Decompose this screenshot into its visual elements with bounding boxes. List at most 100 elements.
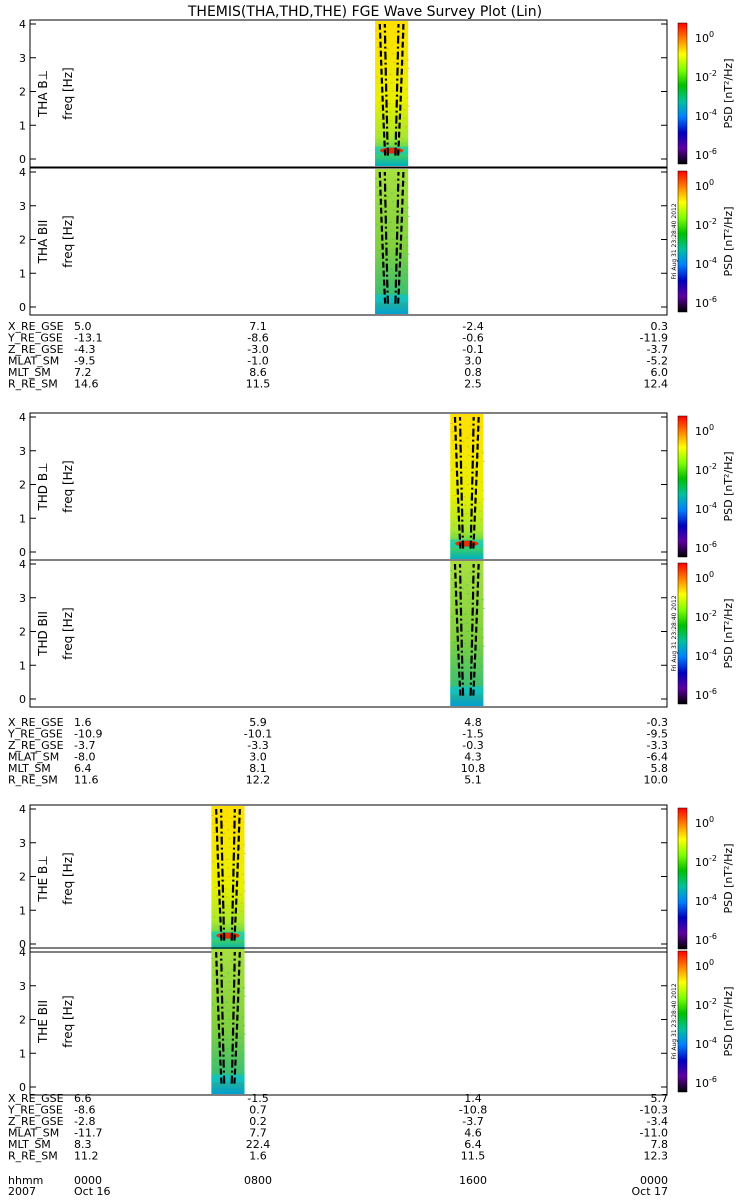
spectrogram-speckle (240, 1045, 243, 1047)
spectrogram-speckle (460, 432, 463, 434)
spectrogram-speckle (463, 681, 466, 682)
ephemeris-row-label: Y_RE_GSE (7, 332, 63, 345)
spectrogram-speckle (211, 815, 214, 816)
ephemeris-row-label: Z_RE_GSE (8, 343, 64, 356)
spectrogram-speckle (450, 469, 453, 471)
spectrogram-speckle (227, 867, 229, 869)
ephemeris-row-label: R_RE_SM (8, 378, 58, 391)
spectrogram-speckle (464, 466, 467, 468)
spectrogram-speckle (390, 120, 393, 122)
spectrogram-speckle (387, 94, 390, 96)
spectrogram-speckle (399, 37, 402, 39)
ephemeris-value: 8.6 (249, 366, 267, 379)
spectrogram-speckle (214, 840, 217, 842)
spectrogram-speckle (407, 105, 410, 107)
time-axis-label: 1600 (459, 1174, 487, 1187)
spectrogram-speckle (453, 679, 456, 681)
panel-label: THA BII (36, 220, 50, 265)
spectrogram-speckle (450, 570, 453, 571)
ephemeris-value: 6.4 (464, 1138, 482, 1151)
y-tick-label: 0 (19, 693, 26, 706)
spectrogram-speckle (474, 430, 477, 432)
spectrogram-speckle (479, 657, 482, 659)
spectrogram-speckle (244, 852, 247, 854)
spectrogram-speckle (461, 516, 464, 518)
spectrogram-speckle (395, 125, 398, 127)
spectrogram-speckle (477, 678, 480, 680)
panel-frame (29, 167, 668, 316)
colorbar-tick-label: 10-6 (695, 540, 717, 555)
spectrogram-speckle (458, 453, 461, 455)
colorbar-tick-label: 10-6 (695, 147, 717, 162)
spectrogram-speckle (398, 261, 401, 262)
colorbar-label: PSD [nT²/Hz] (722, 986, 735, 1056)
ephemeris-value: 10.8 (461, 762, 486, 775)
spectrogram-speckle (224, 888, 227, 890)
spectrogram-speckle (392, 53, 394, 55)
spectrogram-speckle (222, 824, 224, 826)
spectrogram-speckle (464, 651, 467, 653)
spectrogram-speckle (468, 601, 471, 603)
spectrogram-speckle (218, 980, 221, 981)
spectrogram-speckle (401, 138, 404, 140)
spectrogram-speckle (405, 274, 408, 276)
spectrogram-speckle (386, 123, 388, 125)
spectrogram-speckle (375, 30, 377, 31)
colorbar-tick-label: 100 (695, 570, 714, 585)
spectrogram-speckle (460, 579, 463, 581)
ephemeris-row-label: Y_RE_GSE (7, 1104, 63, 1117)
spectrogram-speckle (470, 518, 473, 520)
panel-label: THE B⊥ (36, 855, 50, 902)
characteristic-frequency-curve (233, 951, 241, 1084)
spectrogram-speckle (227, 972, 230, 974)
spectrogram-speckle (240, 902, 243, 904)
characteristic-frequency-curve (215, 951, 223, 1084)
spectrogram-speckle (222, 967, 224, 969)
ephemeris-value: -2.8 (74, 1115, 95, 1128)
spectrogram-speckle (242, 1025, 245, 1027)
ephemeris-value: 10.0 (644, 774, 669, 787)
spectrogram-speckle (243, 844, 246, 846)
spectrogram-panel-thd-b-: 100 10-2 10-4 10-6 PSD [nT²/Hz] (29, 412, 735, 561)
ephemeris-value: 11.5 (246, 378, 271, 391)
spectrogram-speckle (243, 1033, 246, 1035)
spectrogram-speckle (450, 423, 453, 424)
spectrogram-speckle (405, 236, 408, 238)
spectrogram-speckle (405, 126, 408, 128)
spectrogram-speckle (235, 965, 238, 967)
low-freq-band (450, 686, 484, 695)
spectrogram-speckle (461, 663, 464, 665)
spectrogram-speckle (451, 431, 454, 433)
characteristic-frequency-curve (472, 416, 480, 549)
spectrogram-speckle (464, 504, 467, 506)
colorbar-tick-label: 100 (695, 815, 714, 830)
spectrogram-speckle (223, 1022, 226, 1024)
spectrogram-speckle (391, 239, 394, 240)
ephemeris-value: -3.7 (462, 1115, 483, 1128)
characteristic-frequency-curve (215, 808, 223, 941)
spectrogram-speckle (481, 637, 484, 639)
spectrogram-speckle (470, 434, 473, 435)
spectrogram-speckle (475, 476, 478, 478)
spectrogram-speckle (388, 251, 391, 253)
spectrogram-speckle (213, 916, 216, 918)
colorbar-tick-label: 100 (695, 178, 714, 193)
ephemeris-value: -8.6 (74, 1104, 95, 1117)
characteristic-frequency-curve (397, 23, 405, 156)
y-tick-label: 3 (19, 445, 26, 458)
spectrogram-speckle (214, 924, 217, 926)
spectrogram-speckle (378, 55, 380, 57)
low-freq-band (211, 1074, 245, 1083)
spectrogram-speckle (399, 185, 402, 187)
spectrogram-speckle (378, 287, 381, 289)
spectrogram-speckle (229, 846, 232, 848)
spectrogram-speckle (227, 1010, 229, 1012)
spectrogram-speckle (473, 497, 476, 499)
ephemeris-value: -9.5 (74, 355, 95, 368)
spectrogram-speckle (407, 215, 410, 217)
spectrogram-speckle (238, 990, 241, 992)
spectrogram-speckle (482, 498, 485, 500)
y-tick-label: 2 (19, 626, 26, 639)
ephemeris-value: 2.5 (464, 378, 482, 391)
